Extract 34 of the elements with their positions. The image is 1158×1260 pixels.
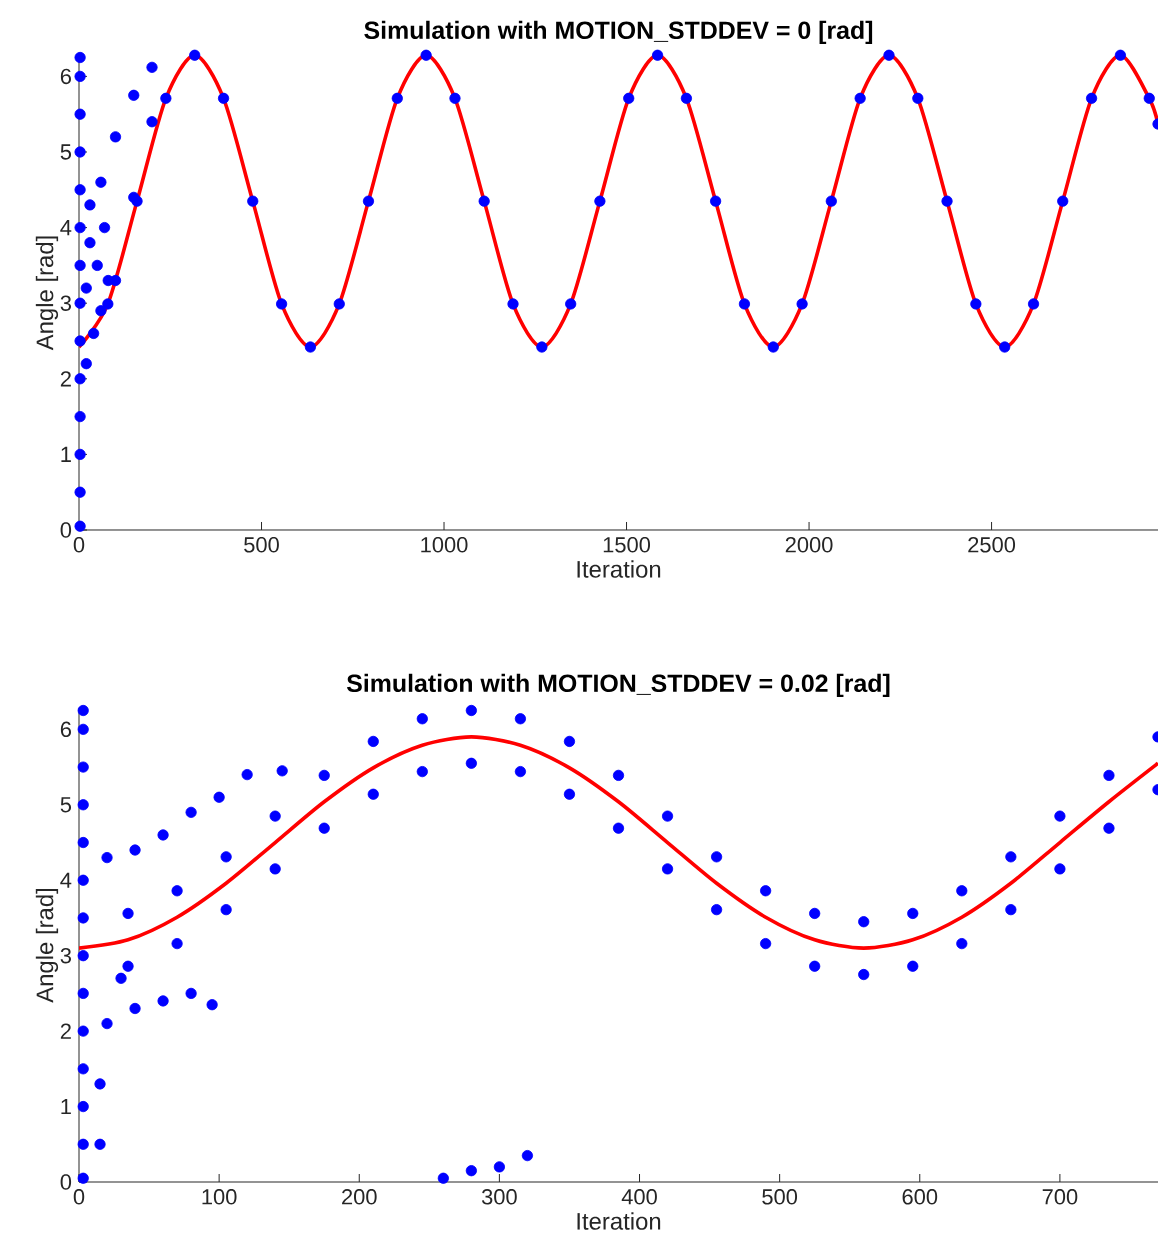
y-tick-label: 0 xyxy=(60,522,72,538)
x-tick-label: 700 xyxy=(1042,1189,1078,1205)
x-tick-label: 2500 xyxy=(968,537,1016,553)
x-tick-label: 500 xyxy=(762,1189,798,1205)
y-tick-label: 4 xyxy=(60,220,72,236)
x-tick-label: 400 xyxy=(621,1189,657,1205)
y-tick-label: 6 xyxy=(60,68,71,85)
y-tick-label: 5 xyxy=(60,144,72,160)
y-axis-title: Angle [rad] xyxy=(35,236,59,351)
x-tick-label: 600 xyxy=(902,1189,938,1205)
x-tick-label: 100 xyxy=(202,1189,237,1205)
y-tick-label: 1 xyxy=(61,1099,71,1115)
y-tick-label: 3 xyxy=(60,295,71,311)
x-axis-title: Iteration xyxy=(577,1212,661,1230)
x-tick-label: 300 xyxy=(481,1189,517,1205)
y-tick-label: 6 xyxy=(60,721,71,738)
x-axis-title: Iteration xyxy=(577,560,661,578)
y-tick-label: 0 xyxy=(60,1174,72,1190)
y-tick-label: 3 xyxy=(60,947,71,964)
x-tick-label: 1500 xyxy=(603,537,651,553)
x-tick-label: 200 xyxy=(342,1189,377,1205)
y-axis-title: Angle [rad] xyxy=(35,888,59,1003)
x-tick-label: 0 xyxy=(73,537,85,553)
x-tick-label: 500 xyxy=(244,537,279,553)
y-tick-label: 2 xyxy=(60,371,71,387)
y-tick-label: 4 xyxy=(60,872,72,888)
x-tick-label: 2000 xyxy=(785,537,833,553)
chart-title: Simulation with MOTION_STDDEV = 0 [rad] xyxy=(364,20,873,44)
x-tick-label: 0 xyxy=(73,1189,85,1205)
chart-title: Simulation with MOTION_STDDEV = 0.02 [rad] xyxy=(346,673,890,697)
y-tick-label: 1 xyxy=(61,446,71,462)
y-tick-label: 2 xyxy=(60,1023,71,1039)
x-tick-label: 1000 xyxy=(421,537,468,553)
y-tick-label: 5 xyxy=(60,797,72,813)
